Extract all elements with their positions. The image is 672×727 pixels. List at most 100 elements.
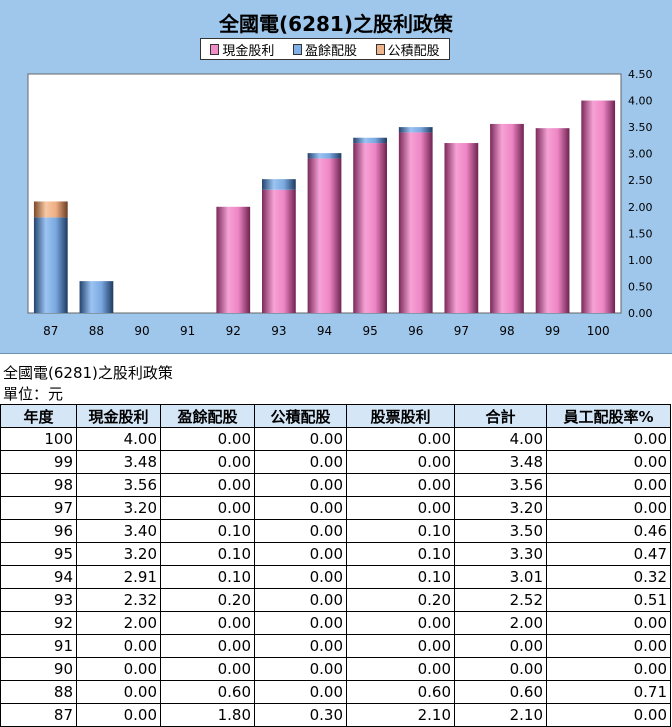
table-cell: 0.46 — [546, 519, 671, 543]
column-header: 公積配股 — [254, 404, 347, 428]
table-cell: 0.60 — [346, 680, 455, 704]
table-cell: 0.00 — [454, 657, 547, 681]
table-cell: 0.00 — [346, 657, 455, 681]
table-cell: 3.40 — [76, 519, 161, 543]
table-cell: 0.71 — [546, 680, 671, 704]
table-cell: 0.10 — [160, 565, 255, 589]
table-cell: 93 — [0, 588, 77, 612]
y-tick-label: 0.00 — [628, 307, 653, 320]
table-cell: 3.01 — [454, 565, 547, 589]
table-cell: 3.48 — [454, 450, 547, 474]
table-cell: 3.20 — [76, 542, 161, 566]
table-row: 96 3.40 0.10 0.00 0.10 3.50 0.46 — [0, 519, 671, 543]
x-tick-label: 91 — [180, 324, 195, 338]
table-cell: 2.10 — [346, 703, 455, 727]
table-cell: 0.00 — [346, 427, 455, 451]
table-cell: 0.00 — [76, 680, 161, 704]
x-tick-label: 95 — [362, 324, 377, 338]
bar-92-series-0 — [216, 206, 251, 313]
table-row: 95 3.20 0.10 0.00 0.10 3.30 0.47 — [0, 542, 671, 566]
bar-93-series-0 — [262, 189, 296, 313]
table-cell: 0.00 — [546, 496, 671, 520]
table-header-row: 年度 現金股利 盈餘配股 公積配股 股票股利 合計 員工配股率% — [0, 404, 671, 428]
legend-item: 盈餘配股 — [292, 40, 357, 59]
table-cell: 3.56 — [76, 473, 161, 497]
x-tick-label: 98 — [499, 324, 514, 338]
column-header: 年度 — [0, 404, 77, 428]
table-cell: 94 — [0, 565, 77, 589]
table-cell: 0.00 — [254, 565, 347, 589]
table-cell: 0.20 — [346, 588, 455, 612]
table-cell: 98 — [0, 473, 77, 497]
chart-title: 全國電(6281)之股利政策 — [219, 12, 453, 36]
dividend-chart: 87 88 90 91 92 93 94 95 96 97 98 99 100 0.00 0.50 1.00… — [27, 68, 653, 338]
y-tick-label: 2.50 — [628, 174, 653, 187]
table-row: 98 3.56 0.00 0.00 0.00 3.56 0.00 — [0, 473, 671, 497]
table-cell: 0.00 — [76, 657, 161, 681]
y-tick-label: 0.50 — [628, 280, 653, 293]
table-cell: 0.00 — [546, 450, 671, 474]
y-tick-label: 3.00 — [628, 148, 653, 161]
table-cell: 0.00 — [254, 680, 347, 704]
table-row: 99 3.48 0.00 0.00 0.00 3.48 0.00 — [0, 450, 671, 474]
table-cell: 0.00 — [346, 611, 455, 635]
y-tick-label: 1.50 — [628, 227, 653, 240]
bar-100-series-0 — [581, 100, 616, 313]
table-cell: 92 — [0, 611, 77, 635]
column-header: 員工配股率% — [546, 404, 671, 428]
table-cell: 0.00 — [346, 634, 455, 658]
table-row: 90 0.00 0.00 0.00 0.00 0.00 0.00 — [0, 657, 671, 681]
bar-98-series-0 — [490, 123, 524, 314]
table-cell: 96 — [0, 519, 77, 543]
table-row: 87 0.00 1.80 0.30 2.10 2.10 0.00 — [0, 703, 671, 727]
table-cell: 0.00 — [546, 473, 671, 497]
table-cell: 91 — [0, 634, 77, 658]
x-tick-label: 99 — [545, 324, 560, 338]
table-cell: 3.20 — [76, 496, 161, 520]
table-cell: 0.00 — [546, 657, 671, 681]
table-cell: 0.00 — [76, 703, 161, 727]
table-cell: 1.80 — [160, 703, 255, 727]
table-cell: 0.00 — [76, 634, 161, 658]
table-cell: 97 — [0, 496, 77, 520]
bar-96-series-1 — [398, 127, 433, 133]
bar-99-series-0 — [535, 128, 570, 313]
bar-95-series-0 — [353, 143, 387, 313]
table-cell: 2.10 — [454, 703, 547, 727]
y-tick-label: 3.50 — [628, 121, 653, 134]
table-cell: 2.00 — [454, 611, 547, 635]
table-cell: 3.56 — [454, 473, 547, 497]
table-cell: 90 — [0, 657, 77, 681]
x-tick-label: 96 — [408, 324, 423, 338]
table-cell: 3.48 — [76, 450, 161, 474]
table-cell: 0.00 — [160, 611, 255, 635]
x-tick-label: 92 — [226, 324, 241, 338]
bar-97-series-0 — [444, 143, 479, 313]
x-tick-label: 97 — [454, 324, 469, 338]
bar-94-series-0 — [307, 158, 342, 313]
bar-95-series-1 — [353, 137, 387, 144]
table-cell: 4.00 — [454, 427, 547, 451]
legend-label: 盈餘配股 — [304, 43, 357, 59]
dividend-table: 年度 現金股利 盈餘配股 公積配股 股票股利 合計 員工配股率% 100 4.00 0.00 0.… — [0, 404, 671, 727]
legend-item: 公積配股 — [375, 40, 440, 59]
table-cell: 3.30 — [454, 542, 547, 566]
table-cell: 100 — [0, 427, 77, 451]
table-cell: 0.00 — [160, 450, 255, 474]
y-tick-label: 4.50 — [628, 68, 653, 81]
table-cell: 0.00 — [346, 496, 455, 520]
legend-swatch — [375, 43, 385, 55]
x-tick-label: 93 — [271, 324, 286, 338]
table-cell: 0.10 — [346, 565, 455, 589]
table-cell: 0.10 — [160, 542, 255, 566]
table-cell: 0.00 — [254, 519, 347, 543]
table-cell: 0.10 — [160, 519, 255, 543]
table-row: 92 2.00 0.00 0.00 0.00 2.00 0.00 — [0, 611, 671, 635]
table-cell: 99 — [0, 450, 77, 474]
column-header: 現金股利 — [76, 404, 161, 428]
table-cell: 2.32 — [76, 588, 161, 612]
bar-88-series-1 — [79, 281, 114, 313]
x-tick-label: 100 — [587, 324, 610, 338]
table-cell: 88 — [0, 680, 77, 704]
x-tick-label: 90 — [134, 324, 149, 338]
